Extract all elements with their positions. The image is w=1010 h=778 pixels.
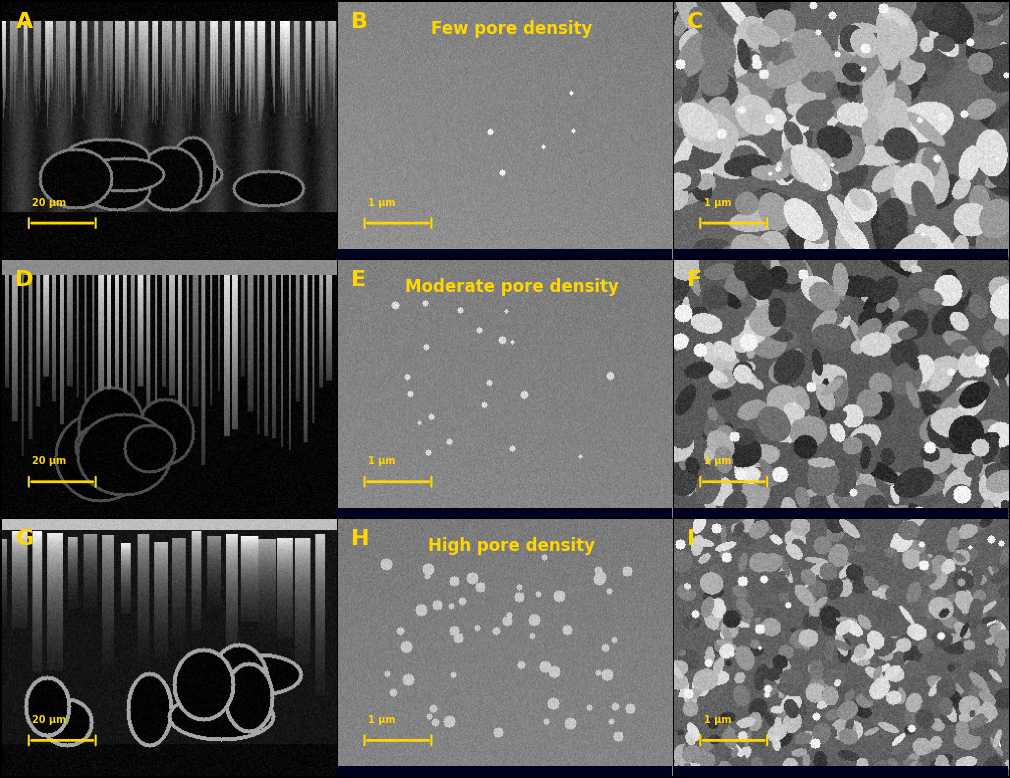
Bar <box>674 766 1008 776</box>
Text: 1 μm: 1 μm <box>704 198 731 208</box>
Text: B: B <box>351 12 369 32</box>
Bar <box>337 249 673 259</box>
Text: 20 μm: 20 μm <box>32 715 67 725</box>
Bar <box>674 507 1008 518</box>
Text: I: I <box>687 529 695 549</box>
Bar <box>674 249 1008 259</box>
Text: Moderate pore density: Moderate pore density <box>405 279 619 296</box>
Text: 1 μm: 1 μm <box>368 198 395 208</box>
Text: 20 μm: 20 μm <box>32 198 67 208</box>
Text: F: F <box>687 271 702 290</box>
Text: High pore density: High pore density <box>428 537 595 555</box>
Text: 1 μm: 1 μm <box>368 456 395 466</box>
Text: 1 μm: 1 μm <box>704 715 731 725</box>
Text: G: G <box>15 529 33 549</box>
Text: 1 μm: 1 μm <box>368 715 395 725</box>
Text: D: D <box>15 271 33 290</box>
Text: Few pore density: Few pore density <box>431 19 593 37</box>
Text: C: C <box>687 12 703 32</box>
Bar <box>337 507 673 518</box>
Bar <box>337 766 673 776</box>
Text: 20 μm: 20 μm <box>32 456 67 466</box>
Text: E: E <box>351 271 367 290</box>
Text: 1 μm: 1 μm <box>704 456 731 466</box>
Text: H: H <box>351 529 370 549</box>
Text: A: A <box>15 12 32 32</box>
